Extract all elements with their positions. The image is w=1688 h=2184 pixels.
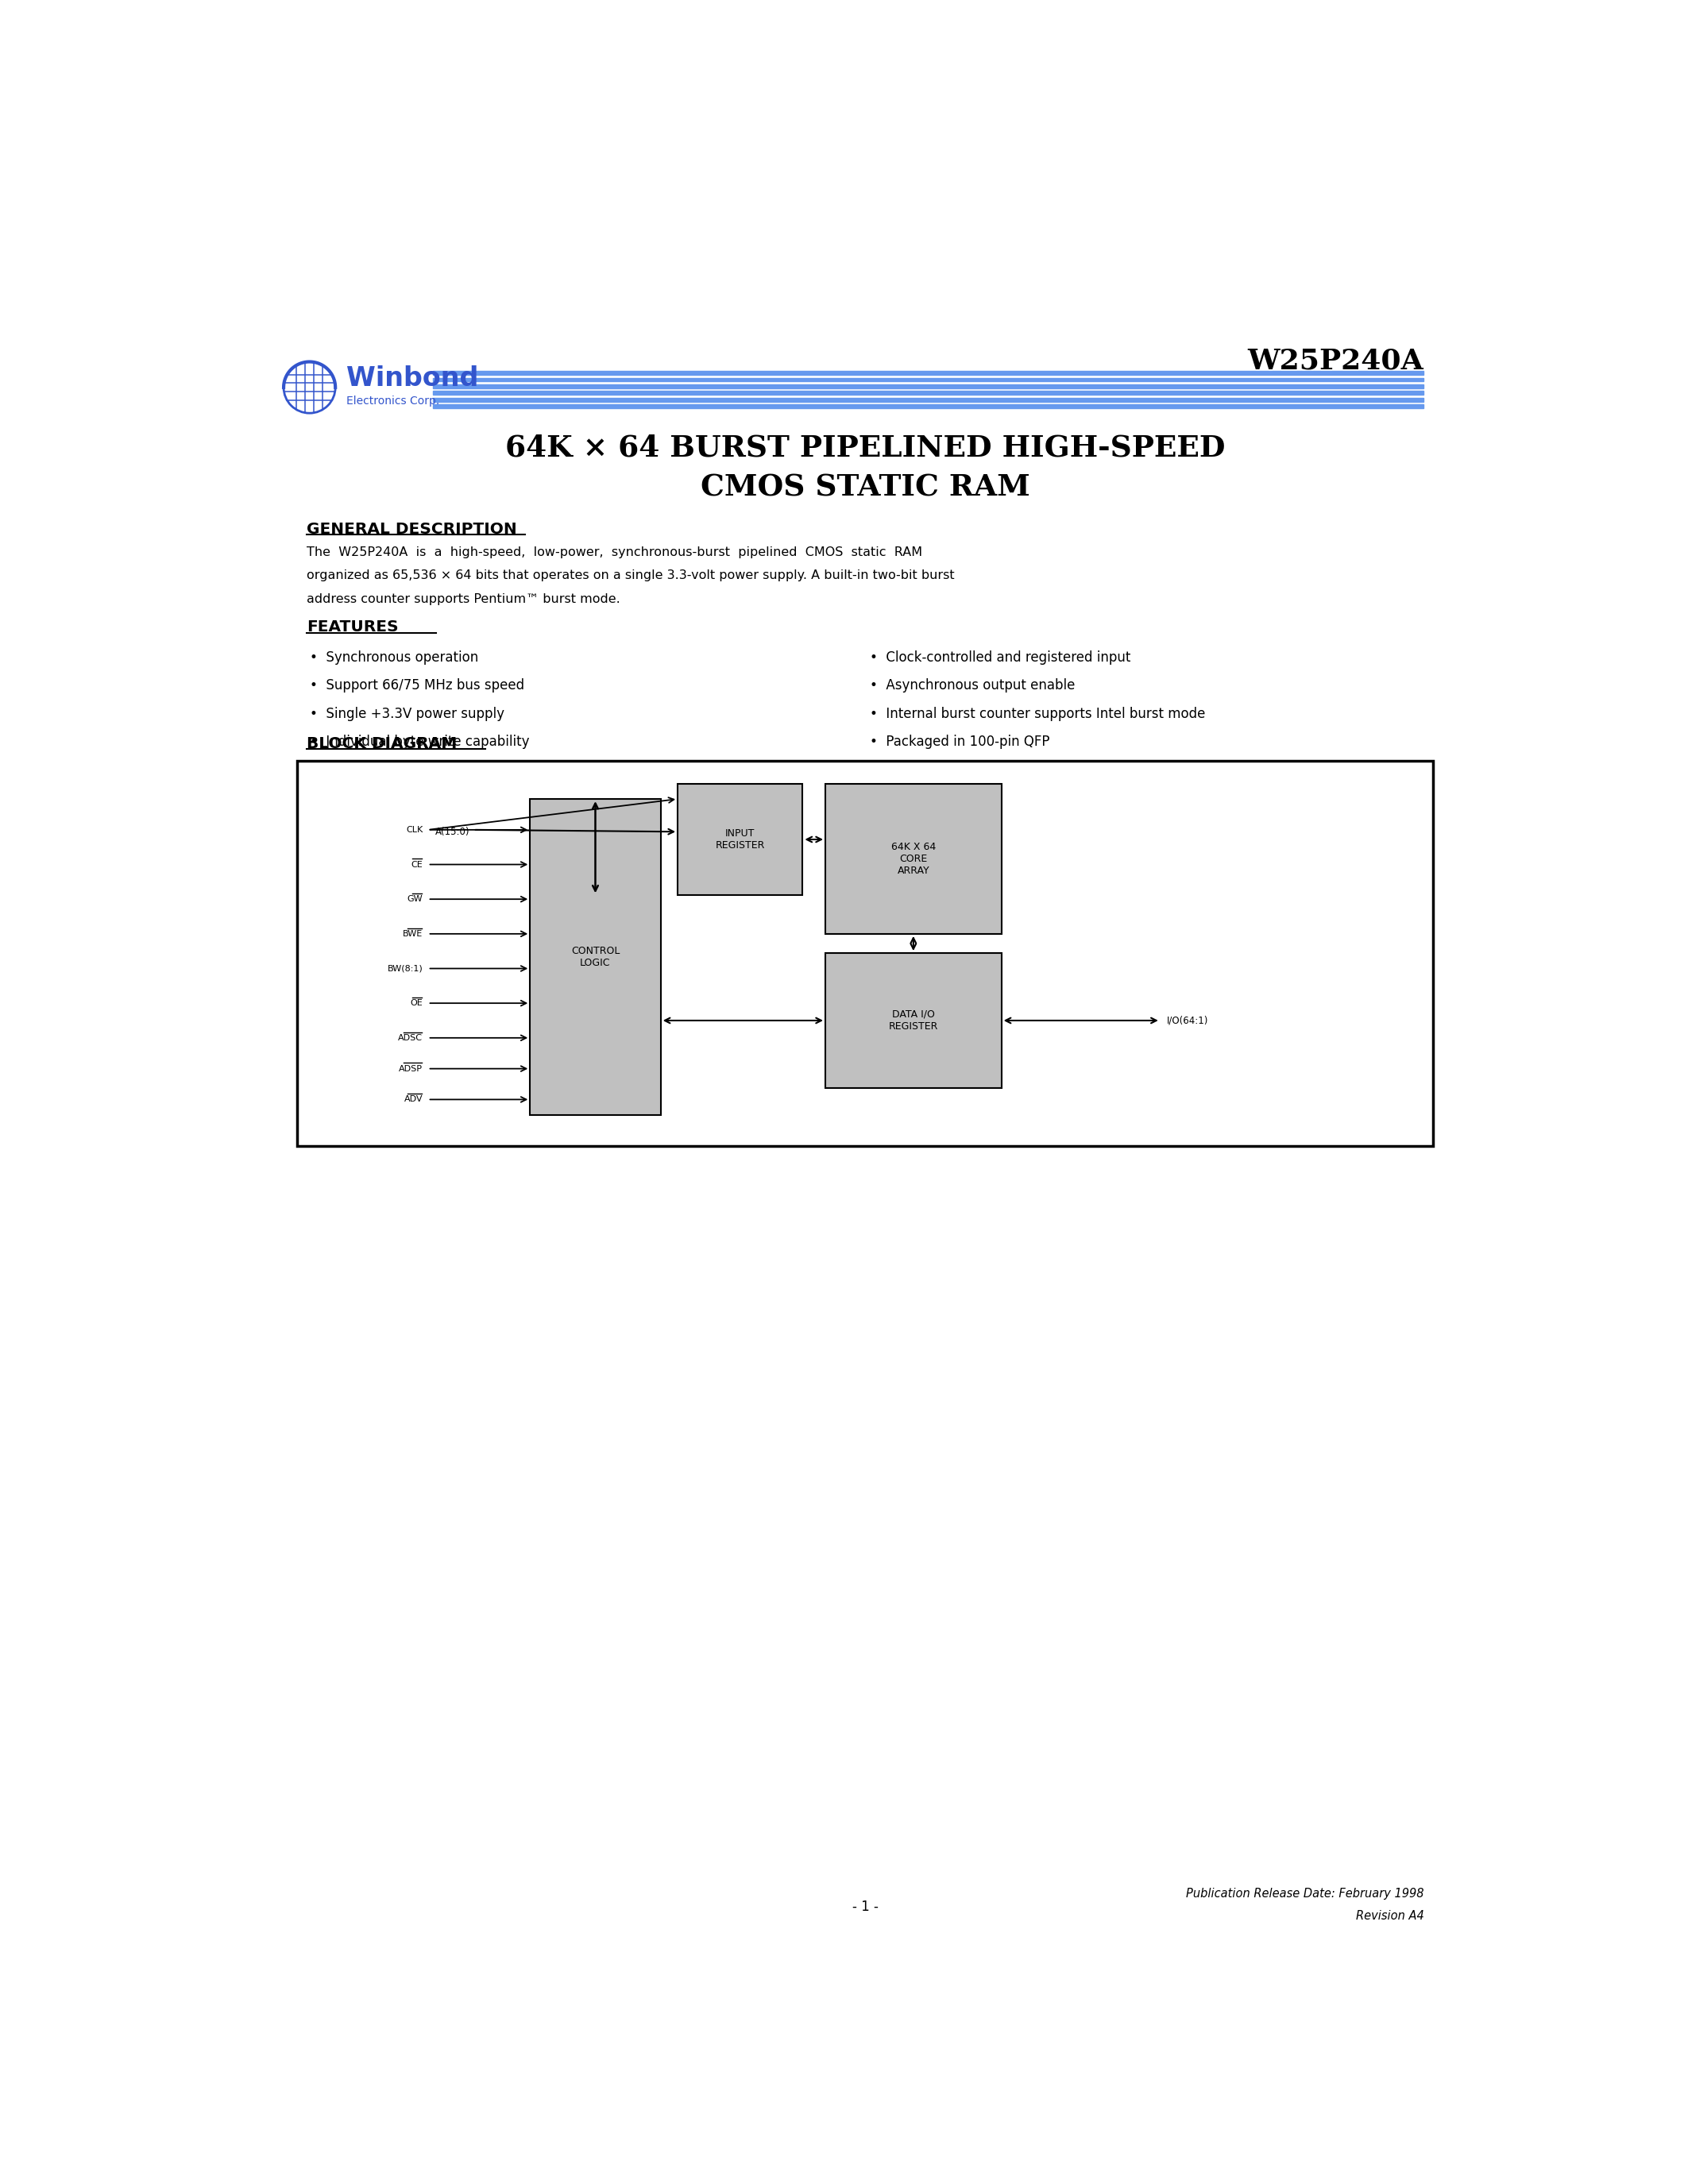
Bar (825, 784, 1001, 935)
Text: BLOCK DIAGRAM: BLOCK DIAGRAM (307, 736, 457, 751)
Bar (297, 760, 1433, 1147)
Text: •  Support 66/75 MHz bus speed: • Support 66/75 MHz bus speed (309, 679, 523, 692)
Bar (677, 784, 802, 895)
Text: 64K X 64
CORE
ARRAY: 64K X 64 CORE ARRAY (891, 841, 935, 876)
Text: organized as 65,536 × 64 bits that operates on a single 3.3-volt power supply. A: organized as 65,536 × 64 bits that opera… (307, 570, 954, 581)
Text: •  Individual byte write capability: • Individual byte write capability (309, 734, 528, 749)
Text: - 1 -: - 1 - (852, 1900, 878, 1913)
Text: GW: GW (407, 895, 424, 904)
Text: DATA I/O
REGISTER: DATA I/O REGISTER (888, 1009, 939, 1031)
Text: OE: OE (410, 1000, 424, 1007)
Text: •  Asynchronous output enable: • Asynchronous output enable (869, 679, 1075, 692)
Text: Publication Release Date: February 1998: Publication Release Date: February 1998 (1187, 1887, 1423, 1900)
Text: A(15:0): A(15:0) (436, 826, 471, 836)
Text: ADV: ADV (403, 1096, 424, 1103)
Text: •  Internal burst counter supports Intel burst mode: • Internal burst counter supports Intel … (869, 708, 1205, 721)
Bar (530, 799, 660, 1114)
Text: GENERAL DESCRIPTION: GENERAL DESCRIPTION (307, 522, 517, 537)
Text: ADSP: ADSP (398, 1066, 424, 1072)
Bar (432, 384, 1423, 389)
Text: CONTROL
LOGIC: CONTROL LOGIC (571, 946, 619, 968)
Text: INPUT
REGISTER: INPUT REGISTER (716, 828, 765, 850)
Text: CMOS STATIC RAM: CMOS STATIC RAM (701, 474, 1030, 502)
Text: Winbond: Winbond (346, 365, 479, 391)
Text: CE: CE (412, 860, 424, 869)
Bar (432, 378, 1423, 382)
Text: The  W25P240A  is  a  high-speed,  low-power,  synchronous-burst  pipelined  CMO: The W25P240A is a high-speed, low-power,… (307, 546, 922, 559)
Text: BWE: BWE (403, 930, 424, 937)
Text: Revision A4: Revision A4 (1355, 1911, 1423, 1922)
Text: •  Single +3.3V power supply: • Single +3.3V power supply (309, 708, 505, 721)
Text: •  Synchronous operation: • Synchronous operation (309, 651, 478, 664)
Bar (432, 391, 1423, 395)
Text: Electronics Corp.: Electronics Corp. (346, 395, 439, 406)
Bar (432, 371, 1423, 376)
Text: I/O(64:1): I/O(64:1) (1166, 1016, 1209, 1026)
Text: W25P240A: W25P240A (1247, 347, 1423, 376)
Text: BW(8:1): BW(8:1) (387, 965, 424, 972)
Text: CLK: CLK (407, 826, 424, 834)
Text: FEATURES: FEATURES (307, 620, 398, 636)
Bar (432, 404, 1423, 408)
Text: address counter supports Pentium™ burst mode.: address counter supports Pentium™ burst … (307, 592, 619, 605)
Text: ADSC: ADSC (398, 1033, 424, 1042)
Text: 64K × 64 BURST PIPELINED HIGH-SPEED: 64K × 64 BURST PIPELINED HIGH-SPEED (505, 432, 1225, 463)
Text: •  Clock-controlled and registered input: • Clock-controlled and registered input (869, 651, 1131, 664)
Text: •  Packaged in 100-pin QFP: • Packaged in 100-pin QFP (869, 734, 1050, 749)
Bar (825, 952, 1001, 1088)
Text: •  3.3V LVTTL compatible I/O: • 3.3V LVTTL compatible I/O (309, 762, 500, 778)
Bar (432, 397, 1423, 402)
